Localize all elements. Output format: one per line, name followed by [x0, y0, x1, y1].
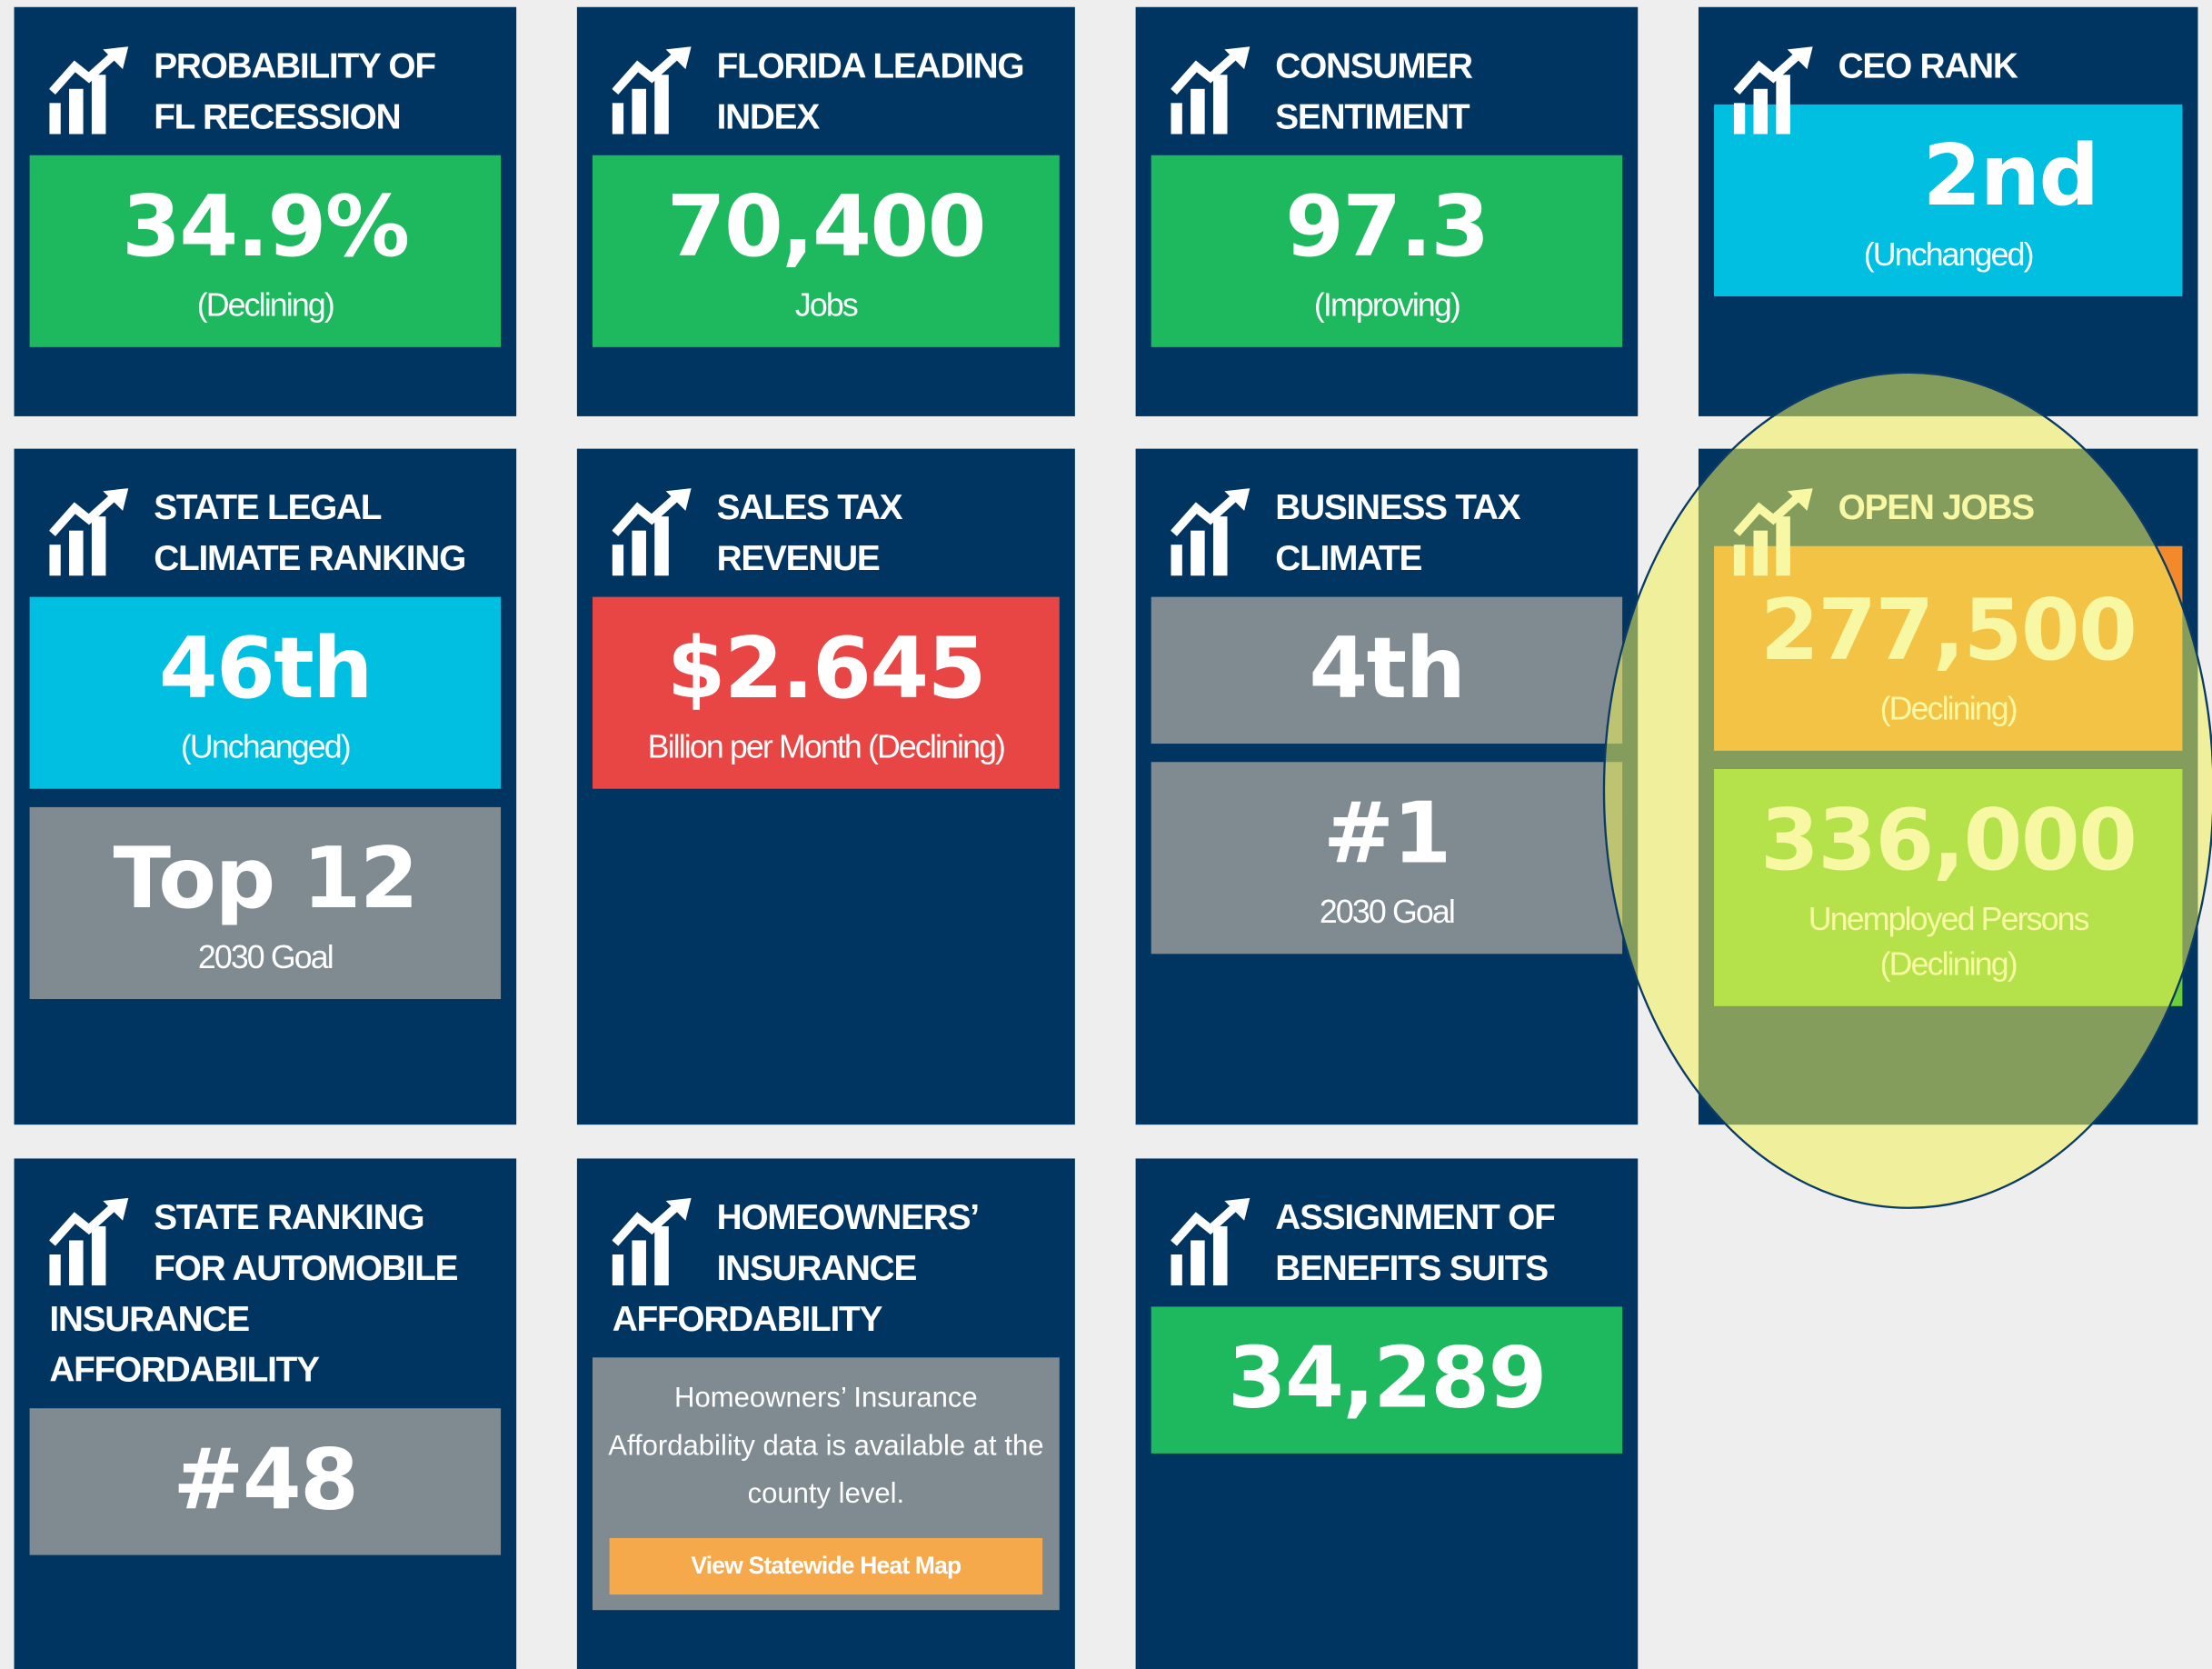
- metric-value: 46th: [158, 619, 374, 719]
- metric-box: 2nd (Unchanged): [1714, 104, 2183, 296]
- title-line: BENEFITS SUITS: [1275, 1248, 1549, 1289]
- title-line: CLIMATE: [1275, 538, 1422, 579]
- metric-tile: STATE RANKING FOR AUTOMOBILE INSURANCE AFFO…: [14, 1158, 517, 1669]
- metric-box: #48: [29, 1408, 502, 1555]
- metric-caption: 2030 Goal: [1319, 893, 1456, 930]
- chart-icon: [612, 1197, 692, 1286]
- title-line: AFFORDABILITY: [612, 1299, 883, 1340]
- title-line: FLORIDA LEADING: [716, 46, 1025, 86]
- metric-value: 2nd: [1922, 126, 2099, 226]
- metric-value: 336,000: [1760, 791, 2137, 891]
- metric-tile: ASSIGNMENT OF BENEFITS SUITS 34,289: [1135, 1158, 1639, 1669]
- metric-caption: Billion per Month (Declining): [647, 727, 1006, 765]
- title-line: REVENUE: [716, 538, 881, 579]
- metric-box: $2.645 Billion per Month (Declining): [592, 596, 1060, 789]
- metric-box: 336,000 Unemployed Persons (Declining): [1714, 769, 2183, 1006]
- metric-box: 34.9% (Declining): [29, 155, 502, 347]
- metric-caption: (Unchanged): [1863, 235, 2035, 273]
- chart-icon: [612, 46, 692, 135]
- metric-tile: PROBABILITY OF FL RECESSION 34.9% (Declinin…: [14, 6, 517, 416]
- metric-tile: STATE LEGAL CLIMATE RANKING 46th (Unchanged…: [14, 448, 517, 1125]
- metric-value: #1: [1323, 785, 1451, 884]
- tile-title: ASSIGNMENT OF BENEFITS SUITS: [1171, 1193, 1622, 1294]
- tile-title: STATE RANKING FOR AUTOMOBILE INSURANCE AFFO…: [49, 1193, 501, 1396]
- metric-value: 97.3: [1285, 177, 1490, 277]
- metric-box: 277,500 (Declining): [1714, 545, 2183, 751]
- title-line: FL RECESSION: [154, 97, 401, 137]
- tile-title: CEO RANK: [1733, 41, 2183, 135]
- metric-value: #48: [173, 1431, 359, 1530]
- metric-tile: BUSINESS TAX CLIMATE 4th #1 2030 Goal: [1135, 448, 1639, 1125]
- title-line: INSURANCE: [49, 1299, 250, 1340]
- metric-caption: (Declining): [196, 286, 335, 324]
- metric-box: 46th (Unchanged): [29, 596, 502, 789]
- metric-tile: CONSUMER SENTIMENT 97.3 (Improving): [1135, 6, 1639, 416]
- metric-box: 70,400 Jobs: [592, 155, 1060, 347]
- tile-title: HOMEOWNERS’ INSURANCE AFFORDABILITY: [612, 1193, 1060, 1345]
- metric-caption: (Improving): [1313, 286, 1461, 324]
- tile-title: STATE LEGAL CLIMATE RANKING: [49, 483, 501, 585]
- tile-title: FLORIDA LEADING INDEX: [612, 41, 1060, 143]
- metric-box: 34,289: [1151, 1306, 1623, 1454]
- title-line: BUSINESS TAX: [1275, 488, 1520, 528]
- title-line: STATE LEGAL: [154, 488, 382, 528]
- title-line: CLIMATE RANKING: [154, 538, 466, 579]
- chart-icon: [49, 488, 129, 576]
- metric-value: $2.645: [666, 619, 987, 719]
- title-line: HOMEOWNERS’: [716, 1197, 980, 1238]
- tile-title: CONSUMER SENTIMENT: [1171, 41, 1622, 143]
- metric-value: 277,500: [1760, 581, 2137, 681]
- metric-caption: Unemployed Persons: [1808, 900, 2090, 937]
- metric-box: 4th: [1151, 596, 1623, 745]
- tile-title: OPEN JOBS: [1733, 483, 2183, 576]
- title-line: STATE RANKING: [154, 1197, 424, 1238]
- title-line: INDEX: [716, 97, 821, 137]
- tile-title: SALES TAX REVENUE: [612, 483, 1060, 585]
- metric-caption: Jobs: [794, 286, 859, 324]
- metric-caption: (Declining): [1879, 945, 2018, 983]
- tile-title: PROBABILITY OF FL RECESSION: [49, 41, 501, 143]
- metric-tile: CEO RANK 2nd (Unchanged): [1698, 6, 2198, 416]
- metric-value: 70,400: [666, 177, 987, 277]
- chart-icon: [49, 1197, 129, 1286]
- chart-icon: [612, 488, 692, 576]
- title-line: PROBABILITY OF: [154, 46, 436, 86]
- metric-caption: (Declining): [1879, 690, 2018, 727]
- metric-tile: OPEN JOBS 277,500 (Declining) 336,000 Unempl…: [1698, 448, 2198, 1125]
- metric-tile: HOMEOWNERS’ INSURANCE AFFORDABILITY Homeown…: [576, 1158, 1075, 1669]
- chart-icon: [1733, 488, 1813, 576]
- title-line: FOR AUTOMOBILE: [154, 1248, 458, 1289]
- heat-map-button[interactable]: View Statewide Heat Map: [609, 1538, 1043, 1595]
- metric-value: 4th: [1309, 619, 1466, 719]
- title-line: ASSIGNMENT OF: [1275, 1197, 1556, 1238]
- title-line: INSURANCE: [716, 1248, 918, 1289]
- info-note: Homeowners’ Insurance Affordability data…: [592, 1357, 1060, 1611]
- chart-icon: [1733, 46, 1813, 135]
- metric-box: Top 12 2030 Goal: [29, 806, 502, 1000]
- metric-box: 97.3 (Improving): [1151, 155, 1623, 347]
- tile-title: BUSINESS TAX CLIMATE: [1171, 483, 1622, 585]
- metric-tile: FLORIDA LEADING INDEX 70,400 Jobs: [576, 6, 1075, 416]
- chart-icon: [49, 46, 129, 135]
- chart-icon: [1171, 488, 1250, 576]
- metric-box: #1 2030 Goal: [1151, 762, 1623, 954]
- title-line: SALES TAX: [716, 488, 903, 528]
- note-text: Homeowners’ Insurance Affordability data…: [608, 1383, 1044, 1510]
- metric-caption: 2030 Goal: [197, 938, 334, 975]
- metric-caption: (Unchanged): [180, 727, 352, 765]
- metric-value: Top 12: [113, 829, 419, 929]
- title-line: AFFORDABILITY: [49, 1350, 320, 1391]
- title-line: SENTIMENT: [1275, 97, 1470, 137]
- chart-icon: [1171, 46, 1250, 135]
- title-line: CEO RANK: [1838, 46, 2018, 86]
- metric-tile: SALES TAX REVENUE $2.645 Billion per Month …: [576, 448, 1075, 1125]
- metric-value: 34,289: [1227, 1329, 1548, 1428]
- chart-icon: [1171, 1197, 1250, 1286]
- title-line: CONSUMER: [1275, 46, 1473, 86]
- metric-value: 34.9%: [122, 177, 410, 277]
